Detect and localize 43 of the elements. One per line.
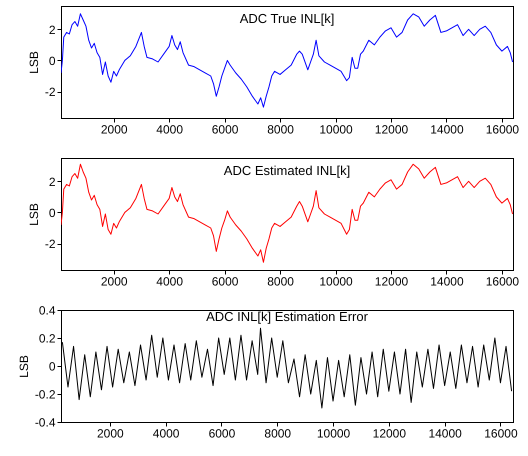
x-tick-label: 16000 bbox=[484, 426, 518, 440]
y-tick-label: 0 bbox=[48, 206, 56, 220]
x-tick-label: 14000 bbox=[430, 122, 464, 136]
x-tick-label: 10000 bbox=[316, 426, 351, 440]
y-tick-label: -2 bbox=[44, 237, 56, 252]
y-tick-label: 0 bbox=[48, 360, 56, 374]
y-tick-label: -0.4 bbox=[34, 416, 56, 430]
x-tick-label: 2000 bbox=[100, 274, 128, 288]
x-tick-label: 4000 bbox=[156, 122, 184, 136]
x-tick-label: 12000 bbox=[374, 122, 408, 136]
x-tick-label: 14000 bbox=[428, 426, 462, 440]
chart-title: ADC INL[k] Estimation Error bbox=[206, 309, 369, 324]
chart-title: ADC True INL[k] bbox=[240, 11, 334, 26]
chart-title: ADC Estimated INL[k] bbox=[224, 163, 350, 178]
y-tick-label: -0.2 bbox=[34, 388, 56, 402]
x-tick-label: 16000 bbox=[486, 274, 520, 288]
x-tick-label: 6000 bbox=[208, 426, 236, 440]
x-tick-label: 10000 bbox=[319, 122, 354, 136]
x-tick-label: 2000 bbox=[96, 426, 124, 440]
y-tick-label: 0.4 bbox=[38, 304, 56, 318]
x-tick-label: 14000 bbox=[430, 274, 464, 288]
y-tick-label: 2 bbox=[48, 22, 56, 37]
x-tick-label: 8000 bbox=[267, 274, 294, 288]
y-tick-label: -2 bbox=[44, 85, 56, 100]
y-tick-label: 0 bbox=[48, 54, 56, 68]
y-axis-title: LSB bbox=[26, 51, 41, 74]
y-axis-title: LSB bbox=[26, 203, 41, 226]
line-series bbox=[61, 13, 513, 108]
x-tick-label: 12000 bbox=[374, 274, 408, 288]
x-tick-label: 4000 bbox=[152, 426, 180, 440]
x-tick-label: 12000 bbox=[372, 426, 406, 440]
y-tick-label: 0.2 bbox=[38, 332, 56, 346]
x-tick-label: 2000 bbox=[100, 122, 128, 136]
x-tick-label: 8000 bbox=[267, 122, 294, 136]
x-tick-label: 10000 bbox=[319, 274, 354, 288]
x-tick-label: 6000 bbox=[212, 122, 239, 136]
x-tick-label: 4000 bbox=[156, 274, 184, 288]
line-series bbox=[61, 164, 513, 263]
y-axis-title: LSB bbox=[16, 355, 31, 378]
y-tick-label: 2 bbox=[48, 174, 56, 189]
x-tick-label: 6000 bbox=[212, 274, 239, 288]
x-tick-label: 8000 bbox=[264, 426, 292, 440]
x-tick-label: 16000 bbox=[486, 122, 520, 136]
